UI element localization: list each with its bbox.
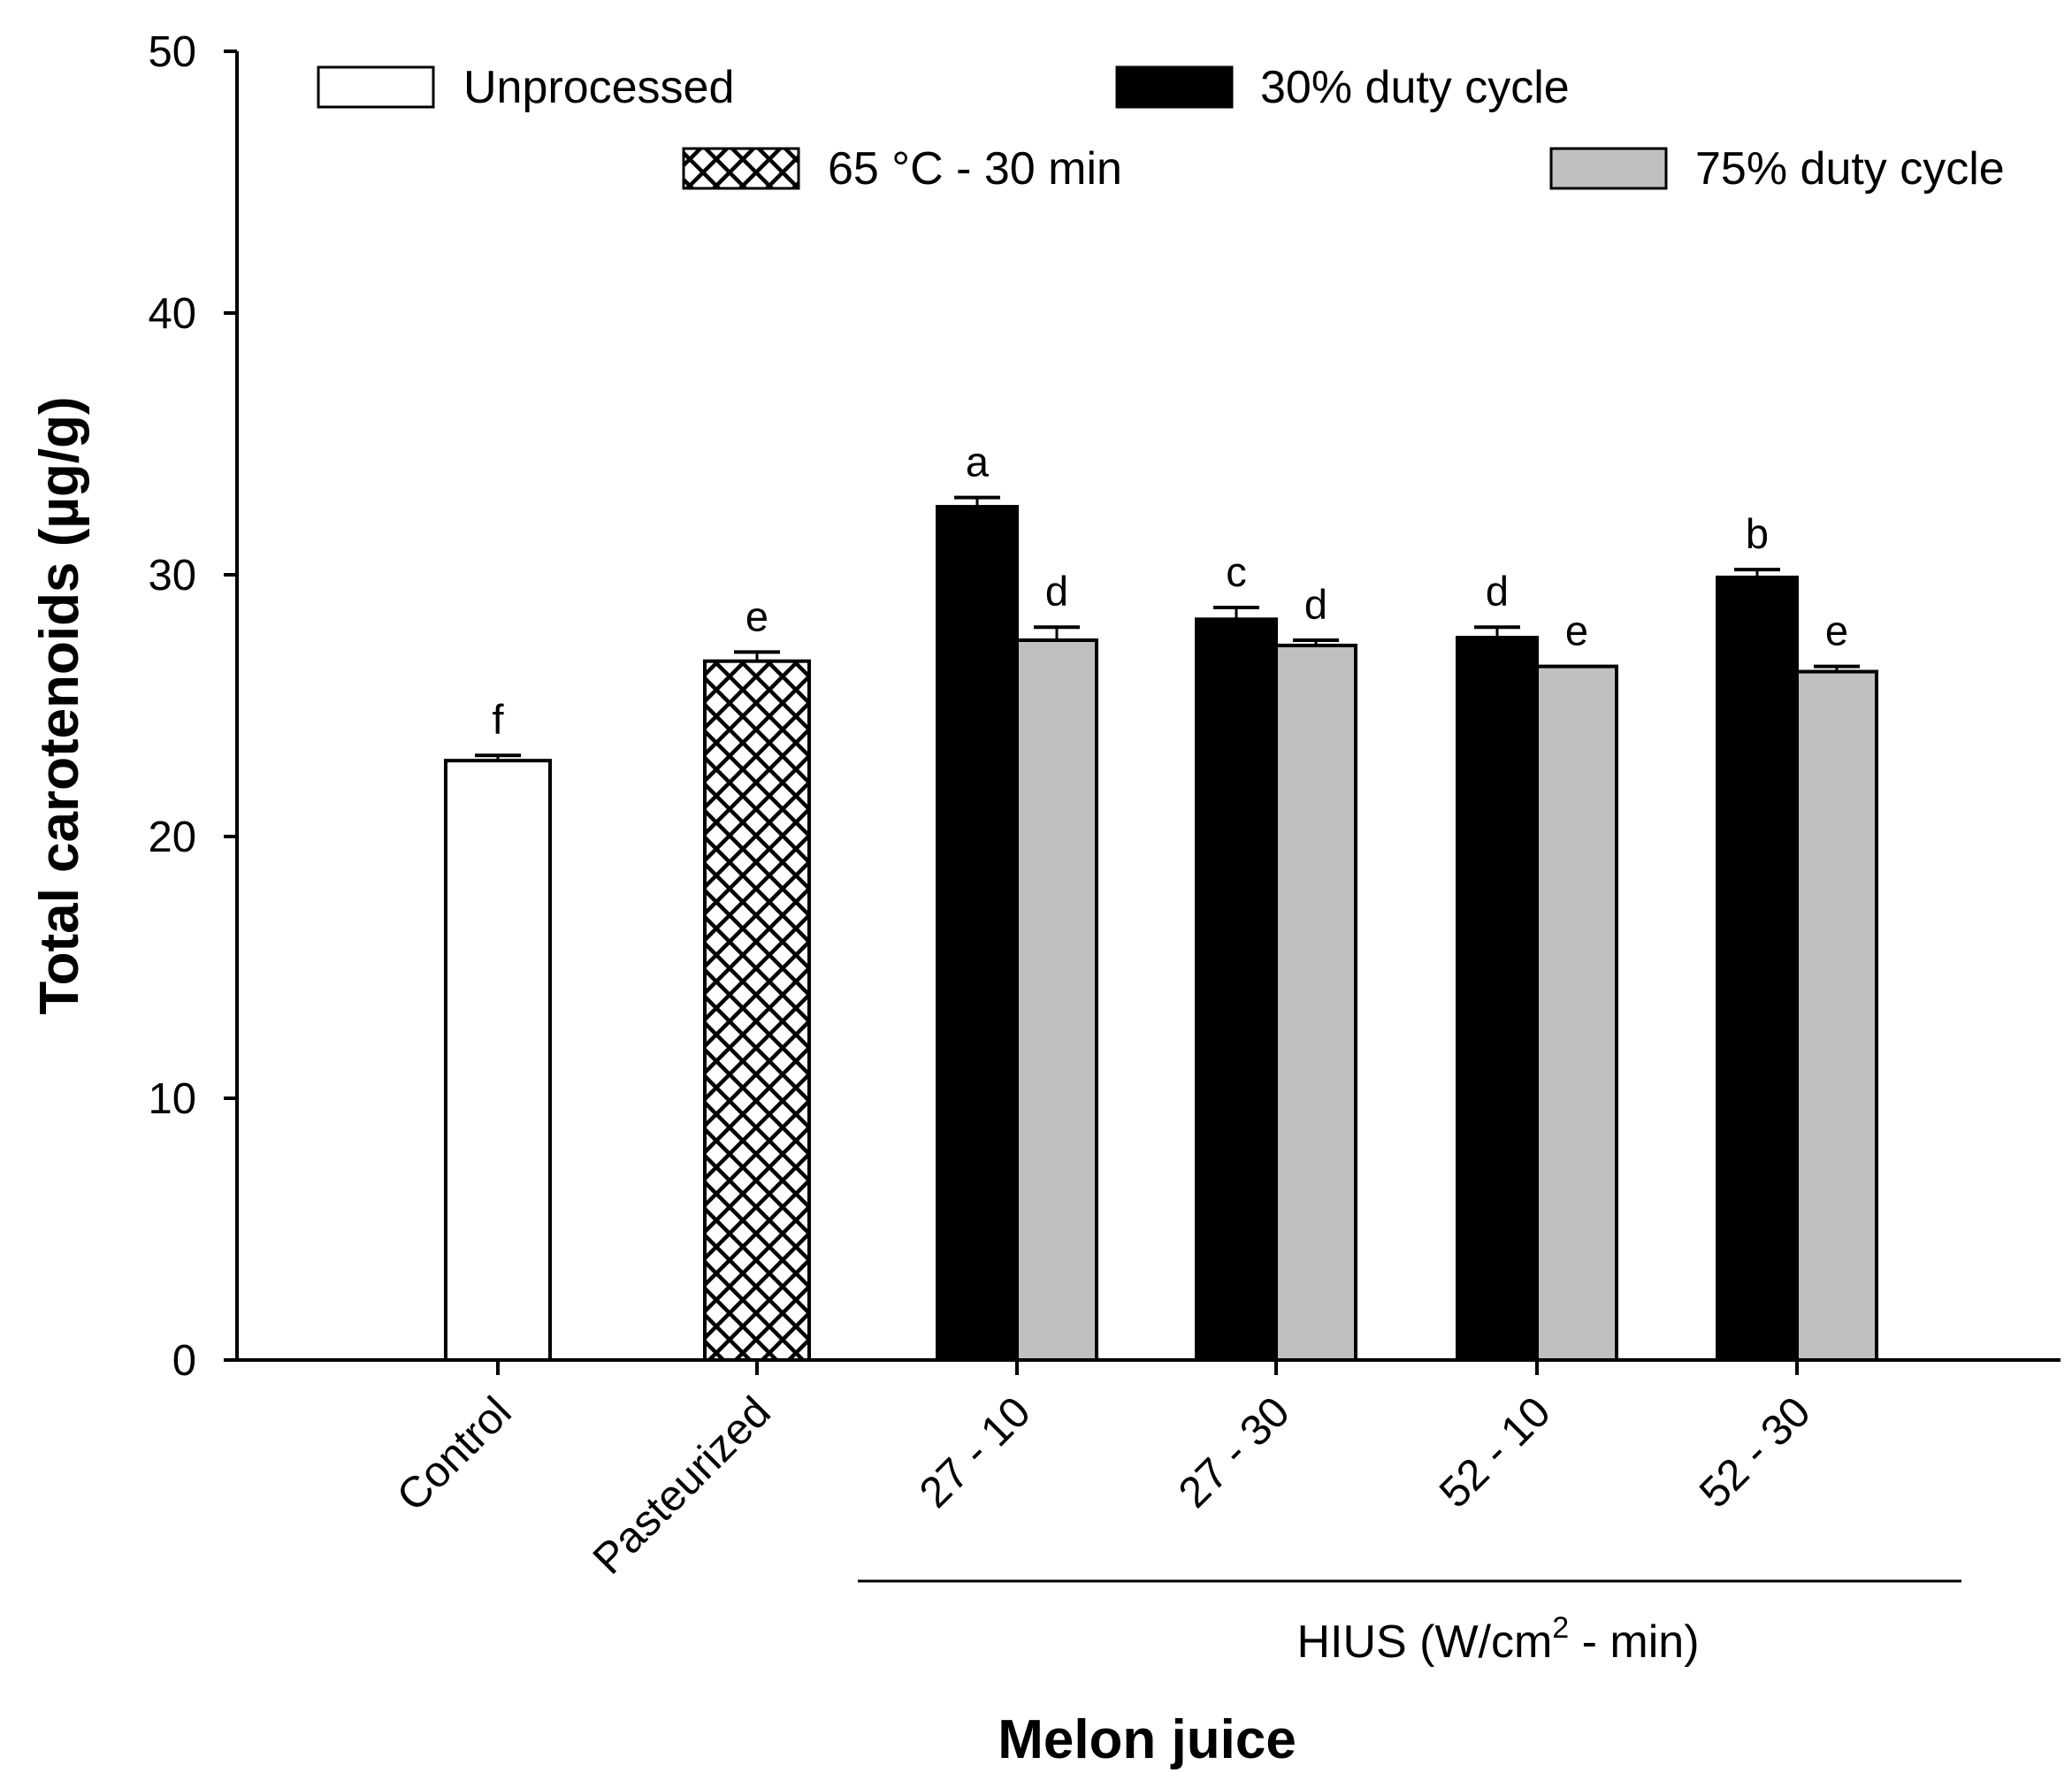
legend-swatch-pasteurized (682, 147, 800, 190)
significance-letter: e (1565, 607, 1588, 654)
bar (1274, 643, 1357, 1362)
significance-letter: b (1746, 510, 1769, 557)
x-category-label: Control (388, 1388, 521, 1521)
x-category-label: Pasteurized (585, 1388, 780, 1584)
legend-label-duty75: 75% duty cycle (1695, 143, 2005, 195)
x-category-label: 52 - 10 (1431, 1388, 1560, 1517)
bar (1015, 638, 1098, 1362)
significance-letter: c (1226, 548, 1247, 595)
bar (1716, 575, 1799, 1362)
y-tick-label: 20 (148, 814, 196, 861)
bar (1535, 664, 1618, 1362)
hius-group-label: HIUS (W/cm2 - min) (1296, 1611, 1699, 1668)
legend-label-duty30: 30% duty cycle (1260, 62, 1570, 113)
y-tick-label: 50 (148, 28, 196, 76)
bar (1795, 669, 1878, 1362)
legend-label-unprocessed: Unprocessed (463, 62, 734, 113)
significance-letter: e (1825, 607, 1848, 654)
bar (703, 659, 811, 1362)
x-category-label: 27 - 10 (911, 1388, 1040, 1517)
x-category-label: 27 - 30 (1170, 1388, 1299, 1517)
y-tick-label: 10 (148, 1075, 196, 1123)
y-axis-title: Total carotenoids (µg/g) (29, 396, 90, 1014)
legend-label-pasteurized: 65 °C - 30 min (828, 143, 1122, 195)
significance-letter: a (966, 439, 990, 485)
bar (444, 759, 552, 1362)
y-tick-label: 30 (148, 552, 196, 600)
legend-swatch-duty30 (1115, 65, 1234, 109)
significance-letter: d (1486, 568, 1509, 615)
significance-letter: d (1304, 581, 1327, 628)
bar (1456, 636, 1539, 1362)
significance-letter: e (745, 592, 768, 639)
x-category-label: 52 - 30 (1691, 1388, 1820, 1517)
bar (1195, 617, 1278, 1362)
legend-swatch-duty75 (1549, 147, 1668, 190)
bar (936, 505, 1019, 1362)
y-tick-label: 40 (148, 290, 196, 338)
y-tick-label: 0 (172, 1337, 196, 1385)
significance-letter: f (492, 696, 504, 743)
significance-letter: d (1045, 568, 1068, 615)
legend: Unprocessed 30% duty cycle 65 °C - 30 mi… (317, 62, 2005, 195)
legend-swatch-unprocessed (317, 65, 435, 109)
x-axis-title: Melon juice (998, 1709, 1296, 1770)
